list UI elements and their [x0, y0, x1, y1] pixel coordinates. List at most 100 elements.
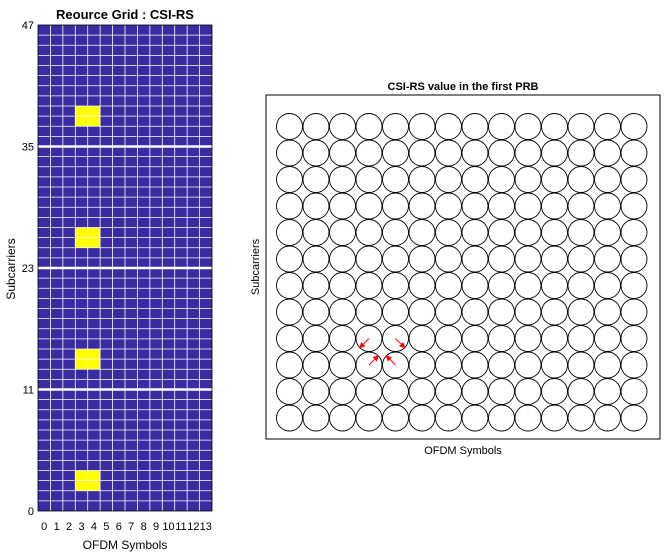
re-circle: [329, 351, 356, 379]
re-circle: [567, 113, 595, 140]
re-circle: [408, 113, 436, 140]
re-circle: [488, 298, 515, 326]
re-circle: [382, 272, 409, 299]
re-circle: [435, 113, 462, 140]
re-circle: [355, 404, 383, 432]
re-circle: [488, 219, 515, 246]
re-circle: [435, 351, 462, 379]
resource-grid-x-tick-label: 13: [200, 521, 212, 533]
re-circle: [408, 325, 436, 352]
csi-rs-cell: [75, 359, 88, 370]
re-circle: [488, 272, 515, 299]
re-circle: [408, 404, 436, 432]
re-circle: [620, 219, 648, 246]
re-circle: [461, 351, 489, 379]
re-circle: [435, 192, 462, 220]
re-circle: [329, 219, 356, 246]
re-circle: [620, 166, 648, 193]
re-circle: [302, 298, 330, 326]
re-circle: [382, 325, 409, 352]
re-circle: [382, 404, 409, 432]
re-circle: [276, 272, 303, 299]
re-circle: [461, 245, 489, 273]
re-circle: [514, 325, 542, 352]
re-circle: [329, 245, 356, 273]
re-circle: [435, 166, 462, 193]
re-circle: [302, 219, 330, 246]
resource-grid-x-tick-label: 12: [187, 521, 199, 533]
re-circle: [594, 166, 621, 193]
re-circle: [567, 219, 595, 246]
re-circle: [488, 351, 515, 379]
re-circle: [408, 245, 436, 273]
csi-rs-cell: [75, 106, 88, 117]
re-circle: [355, 192, 383, 220]
re-circle: [541, 166, 568, 193]
re-circle: [382, 219, 409, 246]
re-circle: [329, 378, 356, 405]
re-circle: [276, 113, 303, 140]
resource-grid-x-axis-label: OFDM Symbols: [83, 538, 168, 552]
resource-grid-y-tick-label: 11: [23, 385, 34, 397]
resource-grid-x-ticks: 0 1 2 3 4 5 6 7 8 9 10 11 12 13: [41, 521, 212, 533]
resource-grid-x-tick-label: 2: [66, 521, 72, 533]
re-circle: [514, 272, 542, 299]
resource-grid-y-axis-label: Subcarriers: [4, 238, 18, 299]
re-circle: [461, 325, 489, 352]
re-circle: [461, 139, 489, 167]
re-circle: [594, 298, 621, 326]
re-circle: [620, 351, 648, 379]
re-circle: [620, 325, 648, 352]
resource-grid-y-tick-label: 47: [22, 20, 34, 32]
resource-grid-x-tick-label: 11: [175, 521, 186, 533]
re-circle: [488, 113, 515, 140]
re-circle: [302, 272, 330, 299]
re-circle: [408, 219, 436, 246]
re-circle: [461, 219, 489, 246]
re-circle: [276, 378, 303, 405]
resource-grid-x-tick-label: 5: [103, 521, 109, 533]
re-circle: [620, 298, 648, 326]
re-circle: [276, 325, 303, 352]
re-circle: [594, 113, 621, 140]
re-circle: [594, 378, 621, 405]
csi-rs-prb-y-axis-label: Subcarriers: [250, 238, 262, 295]
csi-rs-cell: [75, 116, 88, 127]
re-circle: [461, 298, 489, 326]
re-circle: [276, 166, 303, 193]
re-circle: [302, 404, 330, 432]
re-circle: [541, 113, 568, 140]
csi-rs-cell: [75, 227, 88, 238]
re-circle: [302, 378, 330, 405]
re-circle: [541, 139, 568, 167]
re-circle: [620, 404, 648, 432]
re-circle: [329, 139, 356, 167]
re-circle: [302, 139, 330, 167]
re-circle: [329, 113, 356, 140]
re-circle: [382, 166, 409, 193]
re-circle: [514, 245, 542, 273]
re-circle: [514, 192, 542, 220]
re-circle: [461, 166, 489, 193]
re-circle: [382, 298, 409, 326]
re-circle: [541, 245, 568, 273]
csi-rs-arrow: [368, 355, 379, 366]
resource-grid-frame: [37, 24, 213, 512]
re-circle: [435, 325, 462, 352]
re-circle: [594, 192, 621, 220]
re-circle: [594, 404, 621, 432]
re-circle: [382, 113, 409, 140]
re-circle: [541, 272, 568, 299]
re-circle: [620, 272, 648, 299]
csi-rs-cell: [87, 116, 101, 127]
re-circle: [461, 378, 489, 405]
re-circle: [567, 404, 595, 432]
resource-grid-y-tick-label: 23: [22, 263, 34, 275]
re-circle: [514, 113, 542, 140]
csi-rs-cell: [87, 470, 101, 481]
csi-rs-cell: [87, 480, 101, 491]
re-circle: [355, 219, 383, 246]
re-circle: [276, 192, 303, 220]
csi-rs-cell: [87, 349, 101, 360]
